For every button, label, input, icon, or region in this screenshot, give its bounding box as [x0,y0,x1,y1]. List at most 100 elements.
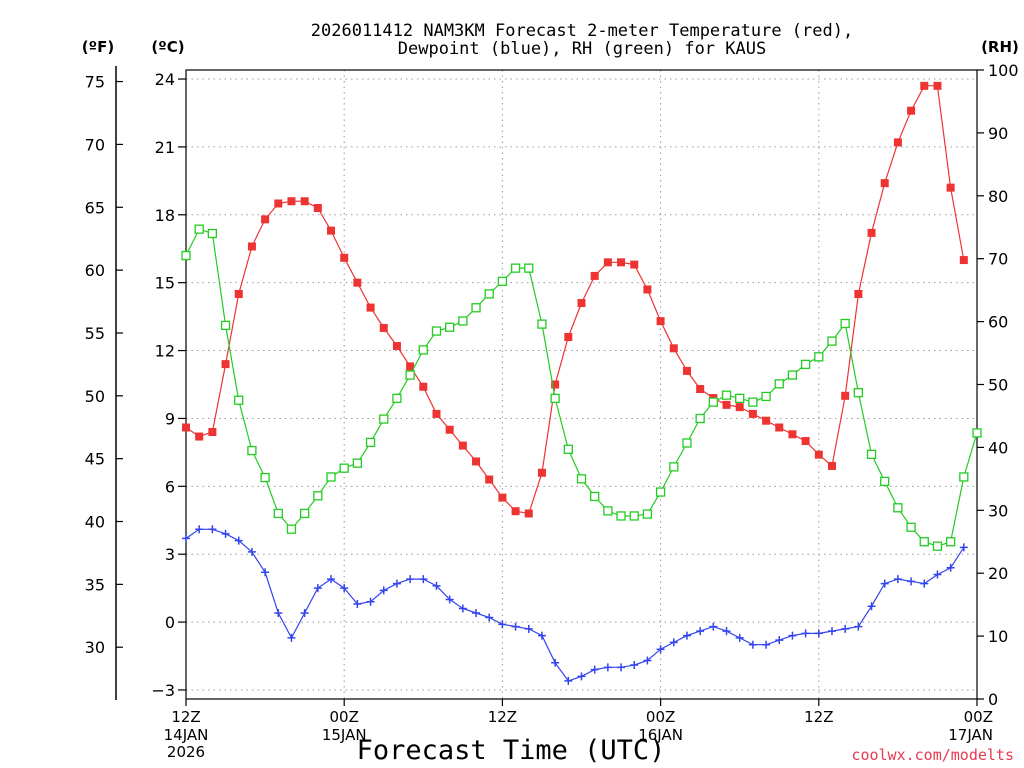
rh-point [563,444,573,454]
temperature-point [880,179,889,188]
celsius-tick-label: 12 [155,342,175,361]
rh-point [458,316,468,326]
temperature-point [524,509,533,518]
rh-point [313,491,323,501]
temperature-point [867,228,876,237]
rh-tick-label: 30 [988,501,1008,520]
temperature-point [617,258,626,267]
temperature-point [406,362,415,371]
dewpoint-point [261,568,270,577]
rh-point [695,413,705,424]
rh-point [510,263,521,273]
x-axis-title: Forecast Time (UTC) [357,735,666,766]
dewpoint-point [537,631,546,640]
temperature-point [669,344,678,353]
rh-point [919,537,929,547]
temperature-point [630,260,639,269]
dewpoint-point [854,622,863,631]
time-tick-date: 15JAN [322,726,367,744]
time-tick-date: 14JAN [164,726,209,744]
rh-point [260,472,270,483]
rh-point [418,345,428,355]
temperature-point [854,289,863,298]
time-tick-label: 00Z [964,708,993,726]
temperature-point [247,242,256,251]
dewpoint-point [340,584,349,593]
temperature-point [432,409,441,418]
rh-point [735,393,745,403]
dewpoint-point [630,661,639,670]
temperature-point [682,366,691,375]
rh-point [299,508,310,519]
temperature-line [185,85,965,515]
temperature-point [221,360,230,369]
rh-point [866,449,877,459]
rh-point [616,511,626,521]
dewpoint-point [195,525,204,534]
dewpoint-point [788,631,797,640]
temperature-point [274,199,283,208]
rh-point [497,276,508,286]
rh-point [326,472,336,482]
time-tick-label: 12Z [488,708,517,726]
rh-point [906,522,916,532]
rh-point [590,491,600,502]
temperature-point [313,204,322,213]
plot-frame [185,69,978,700]
fahrenheit-tick-label: 35 [85,575,105,594]
dewpoint-point [498,620,507,629]
dewpoint-point [643,656,652,665]
dewpoint-point [419,575,428,584]
source-credit: coolwx.com/modelts [851,746,1014,764]
fahrenheit-tick-label: 65 [85,198,105,217]
temperature-point [841,391,850,400]
dewpoint-point [379,586,388,595]
rh-point [761,391,771,402]
rh-point [642,509,653,519]
rh-tick-label: 0 [988,690,998,709]
temperature-point [590,271,599,280]
dewpoint-point [762,640,771,649]
dewpoint-point [893,575,902,584]
temperature-point [366,303,375,312]
fahrenheit-tick-label: 50 [85,387,105,406]
dewpoint-point [392,579,401,588]
rh-point [880,476,890,487]
dewpoint-point [682,631,691,640]
dewpoint-point [564,676,573,685]
temperature-point [234,289,243,298]
rh-tick-label: 100 [988,61,1019,80]
fahrenheit-tick-label: 30 [85,638,105,657]
dewpoint-point [748,640,757,649]
dewpoint-point [458,604,467,613]
time-tick-label: 12Z [171,708,200,726]
temperature-point [300,197,309,206]
rh-point [748,397,758,407]
temperature-point [762,416,771,425]
dewpoint-point [617,663,626,672]
temperature-point [643,285,652,294]
rh-point [194,224,204,234]
dewpoint-point [551,658,560,667]
dewpoint-point [247,547,256,556]
fahrenheit-tick-label: 55 [85,324,105,343]
time-tick-label: 00Z [330,708,359,726]
fahrenheit-unit-label: (ºF) [82,38,114,56]
fahrenheit-tick-label: 70 [85,135,105,154]
fahrenheit-tick-label: 60 [85,261,105,280]
temperature-point [498,493,507,502]
temperature-point [392,342,401,351]
temperature-point [814,450,823,459]
rh-tick-label: 60 [988,313,1008,332]
celsius-tick-label: 0 [165,613,175,632]
time-tick-date: 16JAN [638,726,683,744]
rh-point [286,524,297,534]
rh-point [774,379,784,389]
celsius-tick-label: 18 [155,206,175,225]
temperature-point [735,403,744,412]
dewpoint-point [432,581,441,590]
temperature-point [656,317,665,326]
dewpoint-point [814,629,823,638]
rh-point [352,458,363,468]
